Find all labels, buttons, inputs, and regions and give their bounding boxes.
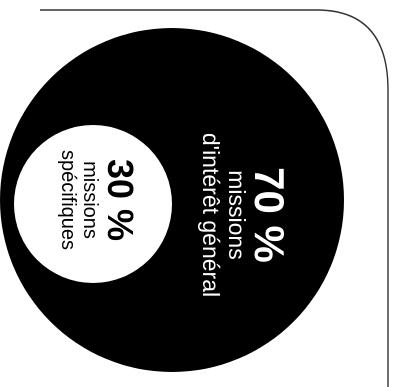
inner-percent-label: 30 % — [100, 159, 141, 241]
inner-label-group: 30 % missions spécifiques — [57, 150, 141, 250]
outer-circle-70 — [0, 28, 344, 372]
outer-line-2: d'intérêt général — [198, 133, 224, 297]
frame-line — [40, 9, 389, 387]
inner-line-1: missions — [79, 161, 101, 239]
inner-line-2: spécifiques — [57, 150, 79, 250]
inner-circle-30 — [14, 125, 172, 283]
outer-percent-label: 70 % — [246, 167, 293, 263]
outer-line-1: missions — [224, 170, 250, 259]
outer-label-group: 70 % missions d'intérêt général — [198, 133, 293, 297]
